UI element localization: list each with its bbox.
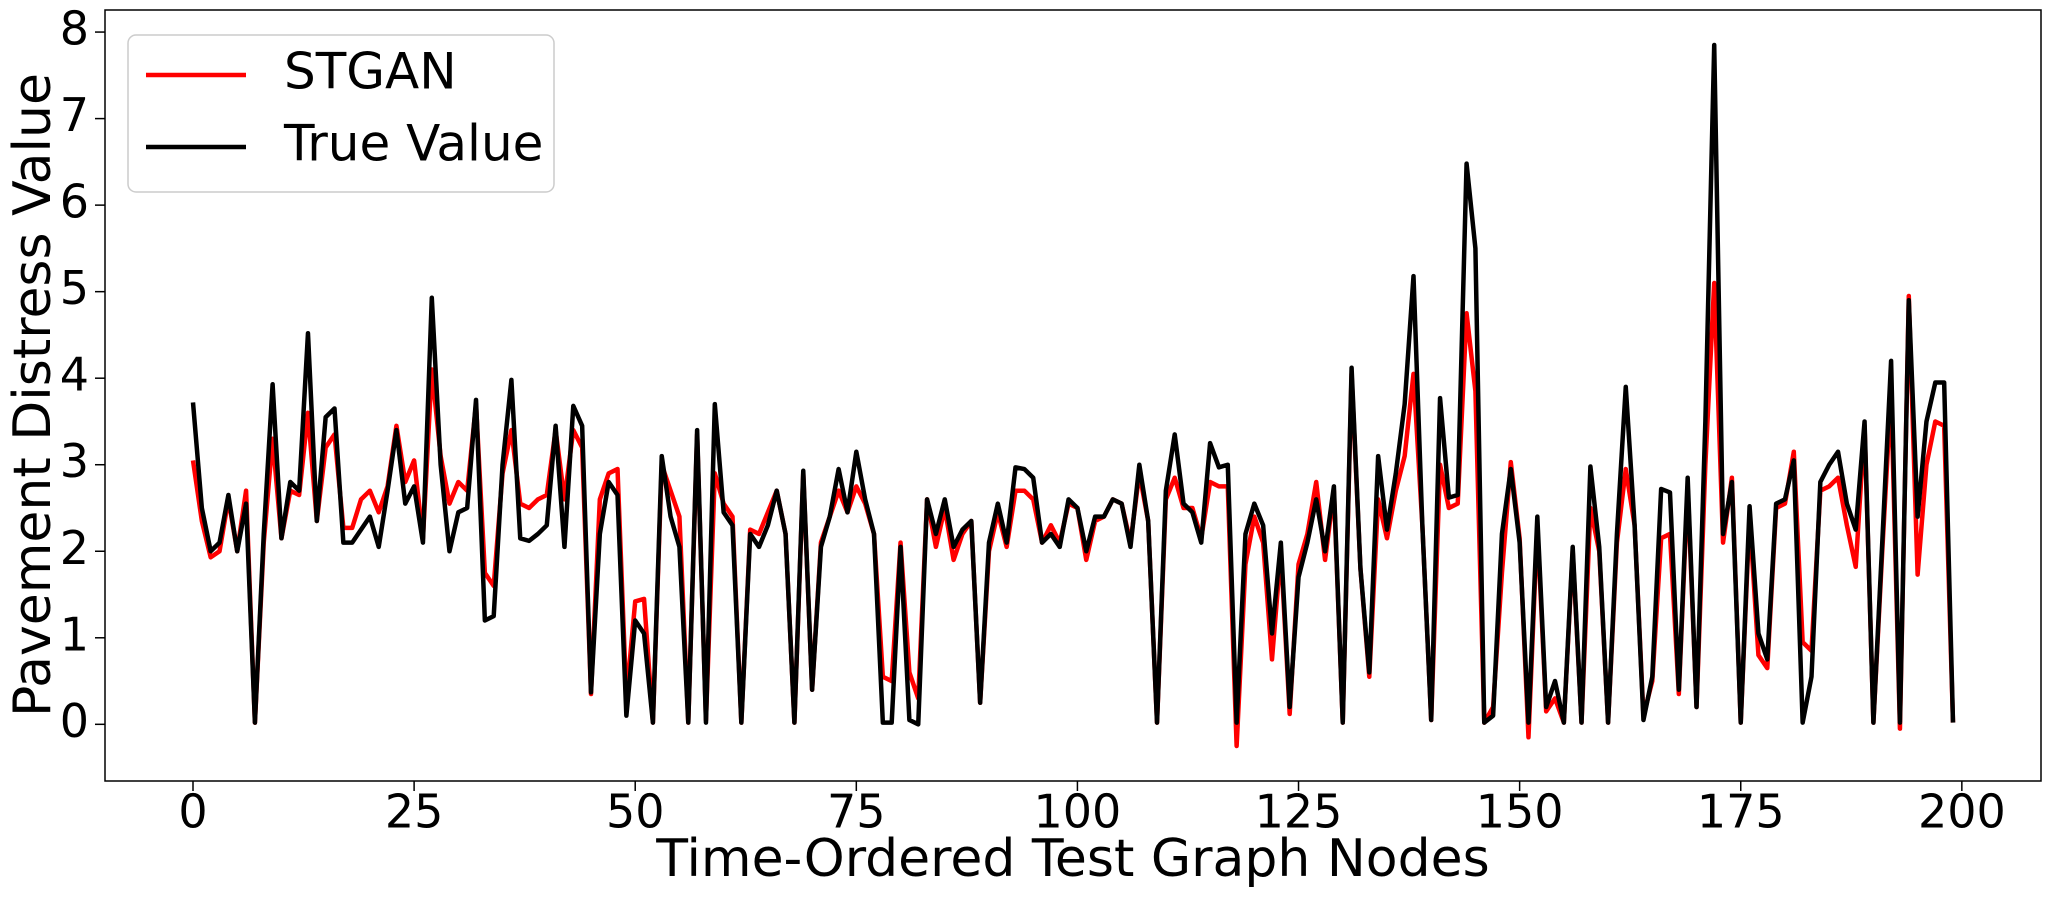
x-tick-label: 200 xyxy=(1918,785,2006,839)
y-tick-label: 4 xyxy=(60,348,89,402)
x-axis-label: Time-Ordered Test Graph Nodes xyxy=(655,829,1489,889)
x-tick-label: 175 xyxy=(1697,785,1785,839)
y-tick-label: 6 xyxy=(60,175,89,229)
legend-label: STGAN xyxy=(284,43,457,101)
y-tick-label: 7 xyxy=(60,88,89,142)
y-tick-label: 5 xyxy=(60,261,89,315)
x-tick-label: 0 xyxy=(178,785,207,839)
legend-label: True Value xyxy=(283,115,543,173)
x-tick-label: 100 xyxy=(1034,785,1122,839)
line-series xyxy=(190,42,1956,727)
x-tick-label: 125 xyxy=(1255,785,1343,839)
x-tick-label: 50 xyxy=(606,785,665,839)
y-tick-label: 0 xyxy=(60,694,89,748)
x-tick-label: 75 xyxy=(827,785,886,839)
plot-frame xyxy=(104,9,2042,782)
y-tick-label: 3 xyxy=(60,434,89,488)
y-tick-label: 8 xyxy=(60,2,89,56)
y-tick-label: 2 xyxy=(60,521,89,575)
x-tick-label: 25 xyxy=(385,785,444,839)
y-axis-label: Pavement Distress Value xyxy=(3,73,63,717)
y-tick-label: 1 xyxy=(60,607,89,661)
x-tick-label: 150 xyxy=(1476,785,1564,839)
